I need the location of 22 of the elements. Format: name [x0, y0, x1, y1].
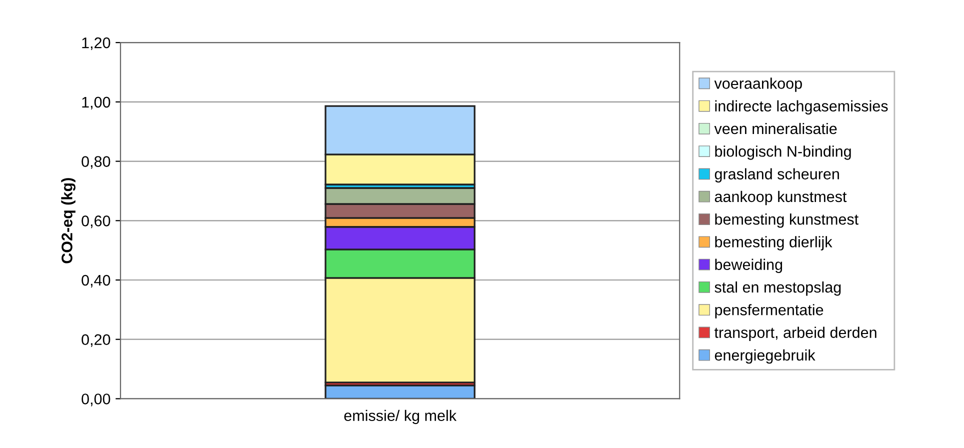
y-tick-label: 1,20	[82, 37, 110, 50]
x-tick-label: emissie/ kg melk	[344, 410, 457, 424]
legend-label: transport, arbeid derden	[714, 326, 876, 341]
legend-label: veen mineralisatie	[714, 122, 837, 134]
legend-label: stal en mestopslag	[714, 281, 841, 296]
legend-label: biologisch N-binding	[715, 146, 851, 160]
legend-label: indirecte lachgasemissies	[715, 100, 888, 115]
legend-label: bemesting kunstmest	[715, 214, 858, 228]
y-tick-label: 0,40	[82, 274, 110, 288]
y-tick-label: 0,80	[82, 156, 110, 169]
y-tick-label: 0,60	[82, 216, 110, 228]
y-tick-label: 1,00	[82, 96, 110, 110]
y-axis-title: CO2-eq (kg)	[61, 178, 76, 264]
y-tick-label: 0,00	[82, 394, 110, 406]
legend-label: grasland scheuren	[714, 168, 839, 182]
y-tick-label: 0,20	[82, 334, 110, 347]
legend-label: bemesting dierlijk	[715, 236, 832, 250]
legend-label: beweiding	[715, 258, 782, 274]
legend-label: energiegebruik	[714, 349, 816, 364]
legend-label: voeraankoop	[714, 78, 802, 92]
legend-label: aankoop kunstmest	[714, 190, 847, 206]
legend-label: pensfermentatie	[715, 304, 824, 318]
